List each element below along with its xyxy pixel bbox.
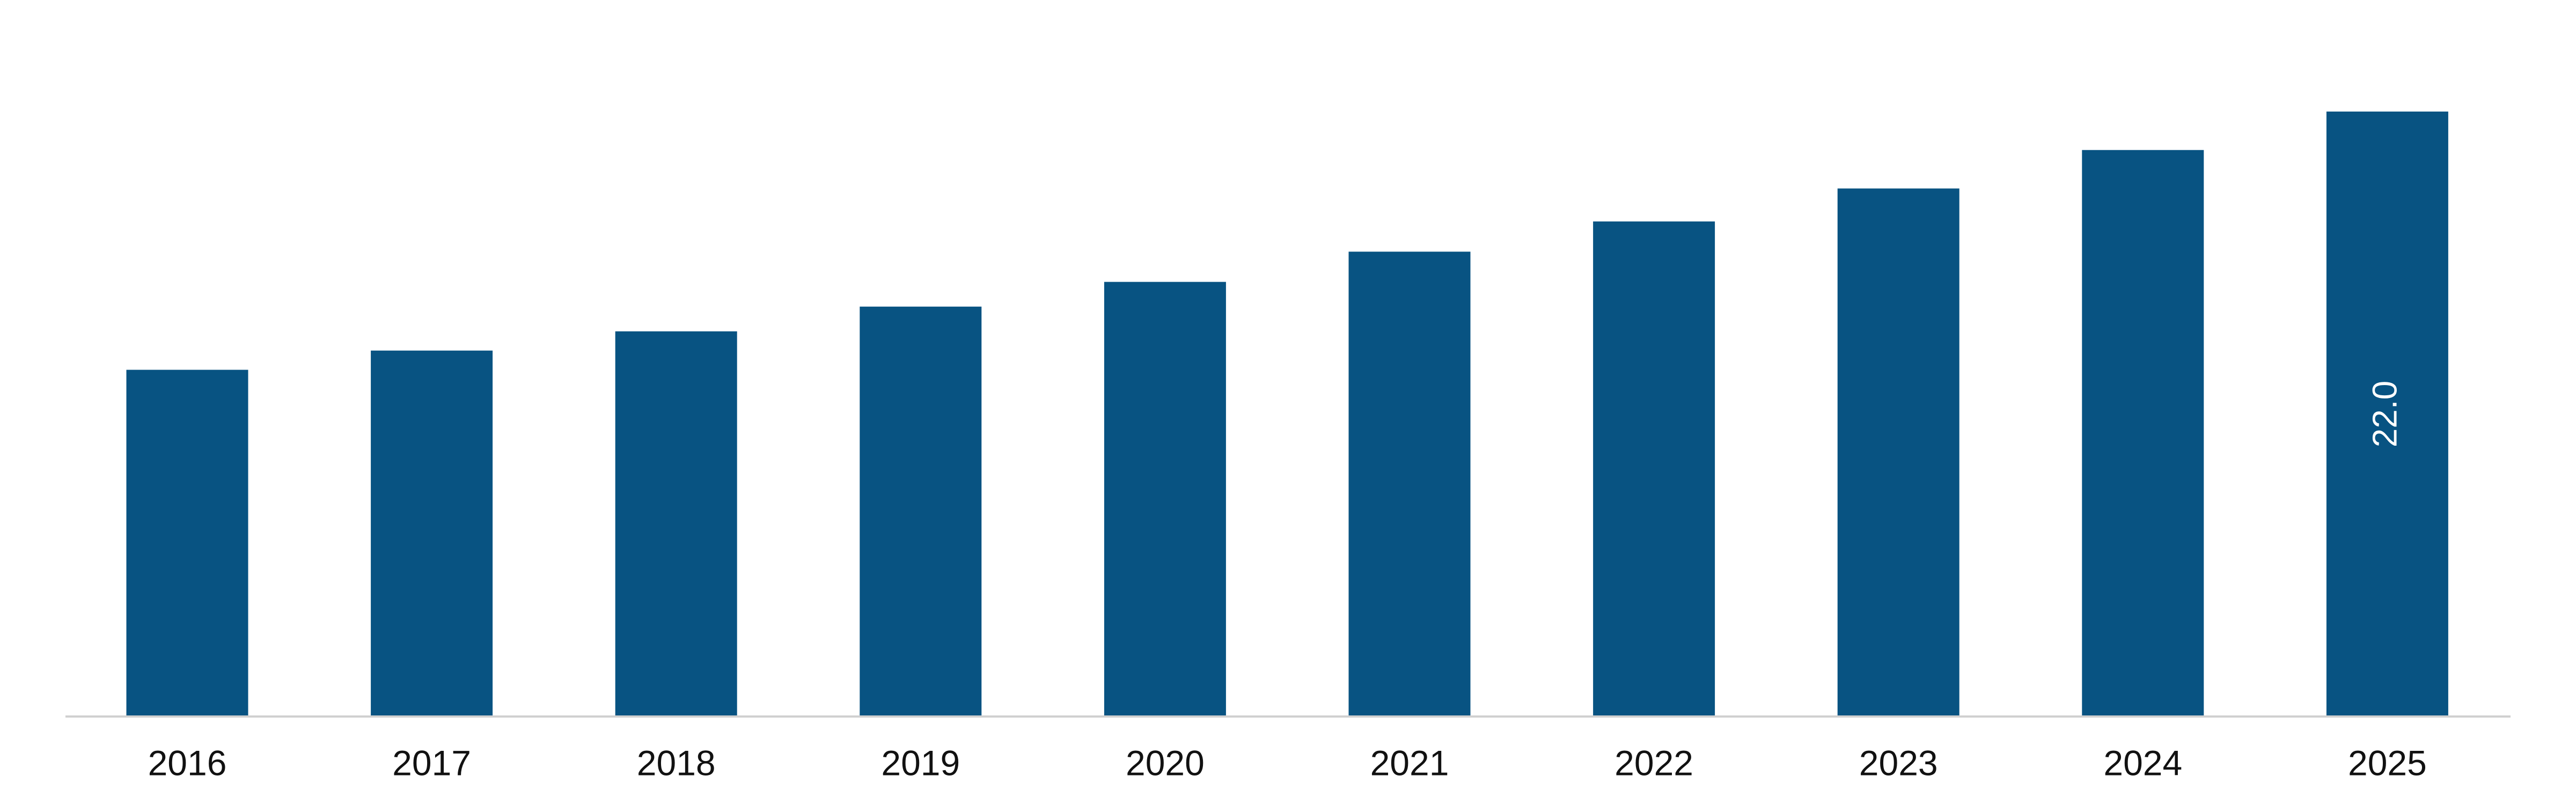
x-tick-label: 2017 (392, 743, 471, 782)
x-tick-label: 2024 (2103, 743, 2182, 782)
x-tick-label: 2016 (148, 743, 227, 782)
bar (1104, 282, 1226, 716)
bar (1593, 221, 1715, 717)
x-tick-label: 2023 (1859, 743, 1938, 782)
bar (1348, 252, 1471, 716)
x-tick-label: 2022 (1614, 743, 1693, 782)
x-tick-label: 2019 (881, 743, 960, 782)
bar (860, 306, 982, 716)
bar (371, 350, 493, 716)
bar (615, 331, 737, 716)
x-tick-label: 2025 (2348, 743, 2427, 782)
x-tick-label: 2021 (1370, 743, 1449, 782)
bar (2326, 112, 2448, 716)
x-tick-label: 2018 (637, 743, 716, 782)
bar (126, 370, 248, 716)
bar (2082, 150, 2204, 717)
bar (1837, 188, 1959, 716)
x-tick-label: 2020 (1126, 743, 1205, 782)
value-label: 22.0 (2365, 381, 2404, 448)
